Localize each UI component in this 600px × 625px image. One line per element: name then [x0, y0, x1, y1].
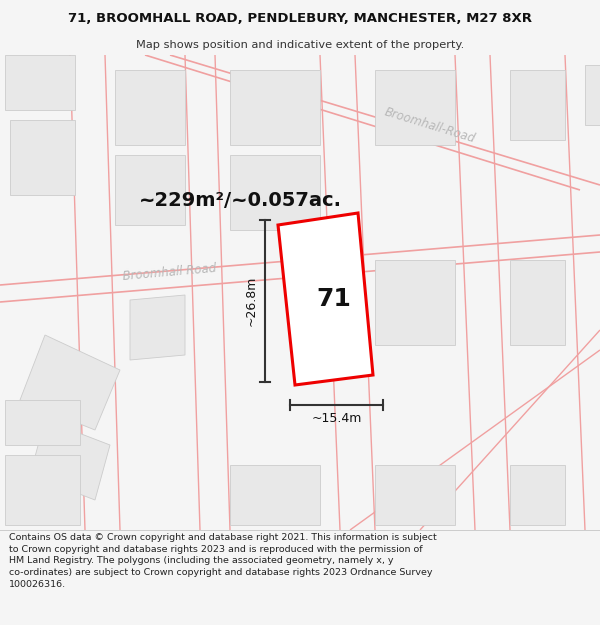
Polygon shape: [375, 465, 455, 525]
Polygon shape: [115, 155, 185, 225]
Text: ~15.4m: ~15.4m: [311, 412, 362, 426]
Text: ~229m²/~0.057ac.: ~229m²/~0.057ac.: [139, 191, 341, 209]
Polygon shape: [375, 260, 455, 345]
Polygon shape: [5, 400, 80, 445]
Polygon shape: [510, 70, 565, 140]
Polygon shape: [230, 155, 320, 230]
Polygon shape: [5, 455, 80, 525]
Text: 71: 71: [317, 288, 352, 311]
Polygon shape: [230, 465, 320, 525]
Text: ~26.8m: ~26.8m: [245, 276, 257, 326]
Polygon shape: [230, 70, 320, 145]
Polygon shape: [510, 260, 565, 345]
Polygon shape: [5, 55, 75, 110]
Polygon shape: [20, 335, 120, 430]
Polygon shape: [130, 295, 185, 360]
Polygon shape: [375, 70, 455, 145]
Text: Broomhall Road: Broomhall Road: [122, 261, 217, 282]
Polygon shape: [510, 465, 565, 525]
Text: Broomhall-Road: Broomhall-Road: [383, 105, 477, 145]
Polygon shape: [30, 420, 110, 500]
Text: 71, BROOMHALL ROAD, PENDLEBURY, MANCHESTER, M27 8XR: 71, BROOMHALL ROAD, PENDLEBURY, MANCHEST…: [68, 12, 532, 25]
Polygon shape: [278, 213, 373, 385]
Polygon shape: [585, 65, 600, 125]
Text: Contains OS data © Crown copyright and database right 2021. This information is : Contains OS data © Crown copyright and d…: [9, 533, 437, 589]
Polygon shape: [10, 120, 75, 195]
Polygon shape: [115, 70, 185, 145]
Text: Map shows position and indicative extent of the property.: Map shows position and indicative extent…: [136, 39, 464, 49]
